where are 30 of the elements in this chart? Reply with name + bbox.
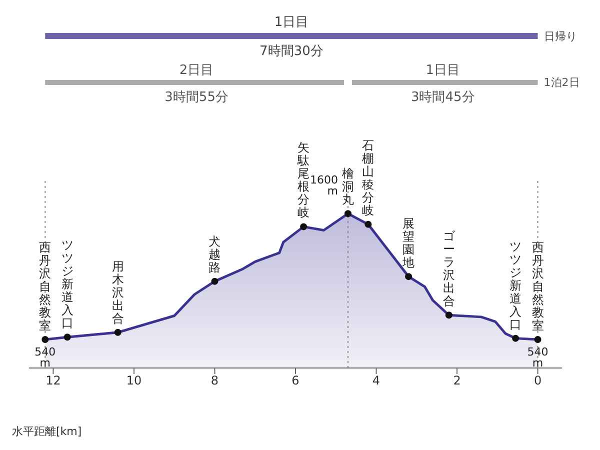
annotation: ツツジ新道入口 (510, 239, 522, 332)
x-tick-label: 6 (292, 374, 300, 388)
text: 3時間45分 (410, 90, 475, 105)
text: 1泊2日 (544, 76, 580, 89)
text: 7時間30分 (260, 44, 324, 59)
data-label: 540 m (527, 346, 548, 370)
annotation: 檜洞丸 (342, 166, 354, 207)
x-tick-label: 12 (46, 374, 61, 388)
annotation: 西丹沢自然教室 (532, 240, 544, 332)
annotation: ゴーラ沢出合 (442, 229, 456, 308)
x-axis-title: 水平距離[km] (12, 424, 82, 439)
text: 3時間55分 (164, 90, 228, 105)
x-tick-label: 2 (453, 374, 461, 388)
annotation: 石棚山稜分岐 (362, 138, 374, 218)
text: 2日目 (179, 63, 214, 78)
text: 1日目 (426, 63, 460, 78)
x-tick-label: 8 (210, 374, 219, 388)
x-tick-label: 10 (126, 374, 142, 388)
x-tick-label: 4 (372, 374, 380, 388)
annotation: 用木沢出合 (112, 259, 124, 326)
annotation: 矢駄尾根分岐 (296, 140, 310, 220)
annotation: ツツジ新道入口 (61, 238, 74, 330)
text: 1日目 (274, 15, 309, 30)
data-label: 540 m (34, 346, 56, 370)
x-tick-label: 0 (534, 374, 542, 388)
data-label: 1600 m (310, 174, 338, 198)
annotation: 犬越路 (208, 234, 221, 274)
annotation: 展望園地 (402, 216, 415, 270)
text: 日帰り (544, 30, 577, 43)
annotation: 西丹沢自然教室 (39, 240, 52, 332)
